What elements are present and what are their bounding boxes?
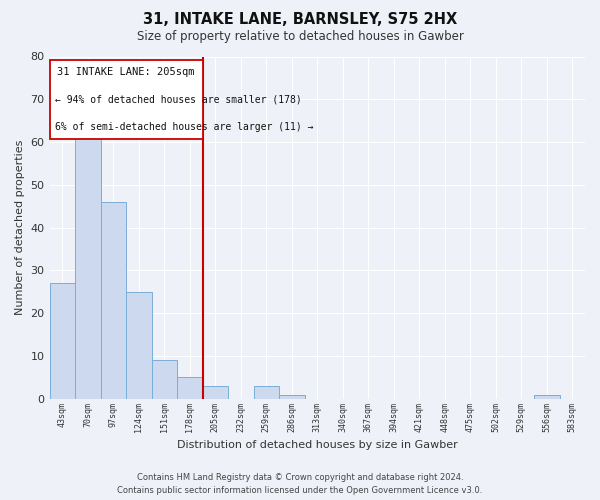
Text: Contains HM Land Registry data © Crown copyright and database right 2024.
Contai: Contains HM Land Registry data © Crown c… — [118, 473, 482, 495]
Text: 31, INTAKE LANE, BARNSLEY, S75 2HX: 31, INTAKE LANE, BARNSLEY, S75 2HX — [143, 12, 457, 28]
Bar — [534, 394, 560, 399]
Bar — [101, 202, 126, 399]
Bar — [177, 378, 203, 399]
Text: 31 INTAKE LANE: 205sqm: 31 INTAKE LANE: 205sqm — [57, 67, 195, 77]
Bar — [75, 112, 101, 399]
Y-axis label: Number of detached properties: Number of detached properties — [15, 140, 25, 316]
X-axis label: Distribution of detached houses by size in Gawber: Distribution of detached houses by size … — [177, 440, 458, 450]
Bar — [254, 386, 279, 399]
Text: 6% of semi-detached houses are larger (11) →: 6% of semi-detached houses are larger (1… — [55, 122, 313, 132]
FancyBboxPatch shape — [50, 60, 203, 138]
Bar — [152, 360, 177, 399]
Bar — [279, 394, 305, 399]
Bar — [50, 284, 75, 399]
Text: Size of property relative to detached houses in Gawber: Size of property relative to detached ho… — [137, 30, 463, 43]
Text: ← 94% of detached houses are smaller (178): ← 94% of detached houses are smaller (17… — [55, 94, 302, 104]
Bar — [203, 386, 228, 399]
Bar — [126, 292, 152, 399]
